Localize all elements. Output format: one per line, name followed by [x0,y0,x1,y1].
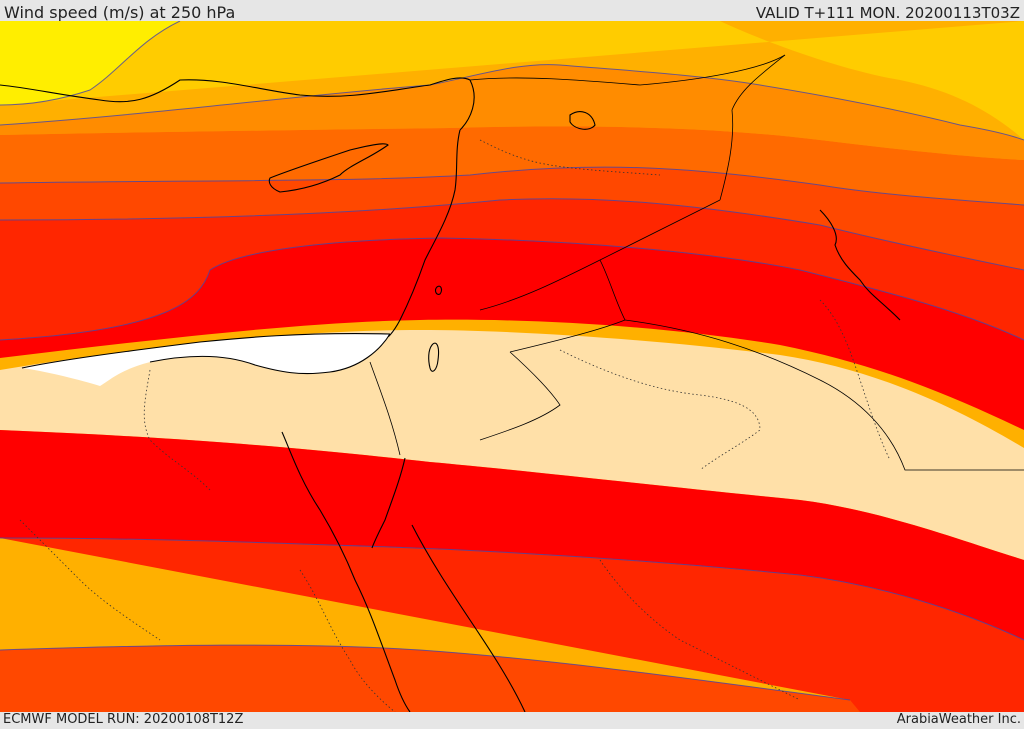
model-run: ECMWF MODEL RUN: 20200108T12Z [3,712,244,727]
band-red-north [0,238,1024,430]
band-orange-red-south [0,645,860,712]
band-dark-orange [0,126,1024,205]
jet-core [0,330,1024,560]
band-yellow [0,21,1024,140]
band-orange [0,64,1024,160]
map-svg [0,21,1024,712]
wind-speed-map [0,21,1024,712]
credit: ArabiaWeather Inc. [896,712,1021,727]
band-light-yellow [0,21,180,105]
band-red-south [0,430,1024,640]
internal-borders [19,139,891,712]
band-orange-red [0,167,1024,270]
coastlines [0,77,901,712]
map-title: Wind speed (m/s) at 250 hPa [4,3,236,22]
band-red-orange [0,198,1024,340]
valid-time: VALID T+111 MON. 20200113T03Z [755,4,1020,22]
footer-bar: ECMWF MODEL RUN: 20200108T12Z ArabiaWeat… [0,712,1024,729]
header-bar: Wind speed (m/s) at 250 hPa VALID T+111 … [0,0,1024,22]
borders [369,54,1024,471]
